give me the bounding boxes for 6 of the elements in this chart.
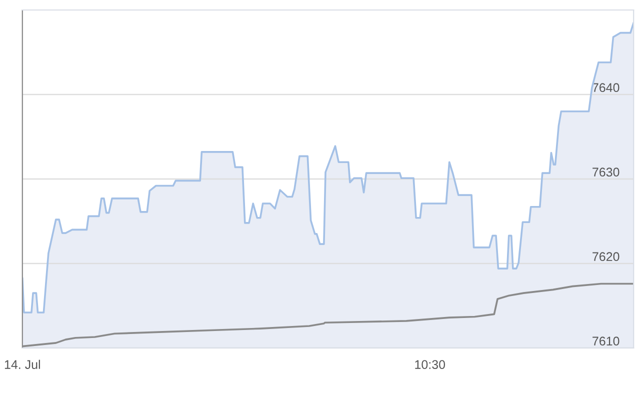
y-tick-label: 7620 <box>592 252 620 262</box>
y-tick-label: 7640 <box>592 83 620 92</box>
x-tick-label: 14. Jul <box>4 360 40 369</box>
x-tick-label: 10:30 <box>415 360 446 369</box>
y-tick-label: 7610 <box>592 336 620 346</box>
y-tick-label: 7630 <box>592 168 620 177</box>
